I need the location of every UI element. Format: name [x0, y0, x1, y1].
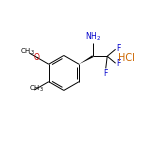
Text: CH$_3$: CH$_3$ — [19, 47, 35, 57]
Text: HCl: HCl — [118, 53, 135, 63]
Text: CH$_3$: CH$_3$ — [29, 83, 44, 94]
Text: F: F — [116, 44, 121, 53]
Text: F: F — [104, 69, 108, 78]
Text: F: F — [116, 59, 121, 68]
Polygon shape — [79, 55, 93, 64]
Text: NH$_2$: NH$_2$ — [85, 31, 101, 43]
Text: O: O — [34, 53, 40, 62]
